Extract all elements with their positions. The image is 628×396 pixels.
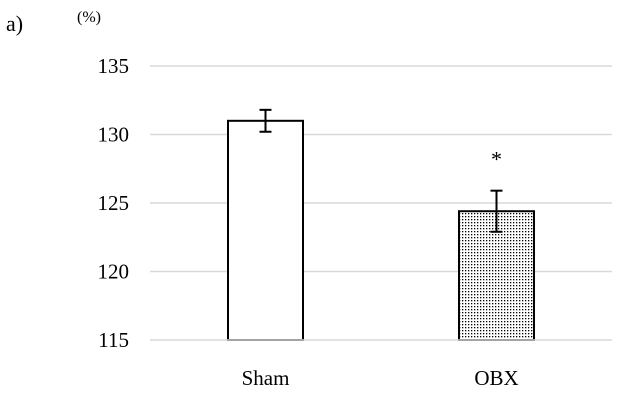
y-unit-label: (%) bbox=[77, 9, 101, 26]
panel-label: a) bbox=[6, 11, 23, 36]
y-tick-label-115: 115 bbox=[98, 328, 129, 352]
significance-marker-obx: * bbox=[491, 147, 502, 172]
x-axis-labels: Sham OBX bbox=[242, 366, 519, 390]
y-tick-label-130: 130 bbox=[98, 123, 130, 147]
error-bar-obx bbox=[490, 189, 503, 233]
error-bar-sham bbox=[259, 108, 272, 133]
bar-sham bbox=[227, 119, 304, 341]
x-tick-label-obx: OBX bbox=[474, 366, 518, 390]
y-tick-label-120: 120 bbox=[98, 260, 130, 284]
y-axis-ticks: 115 120 125 130 135 bbox=[98, 54, 130, 352]
y-tick-label-125: 125 bbox=[98, 191, 130, 215]
x-tick-label-sham: Sham bbox=[242, 366, 290, 390]
gridlines bbox=[150, 65, 612, 273]
y-tick-label-135: 135 bbox=[98, 54, 130, 78]
bars: * bbox=[227, 108, 535, 341]
